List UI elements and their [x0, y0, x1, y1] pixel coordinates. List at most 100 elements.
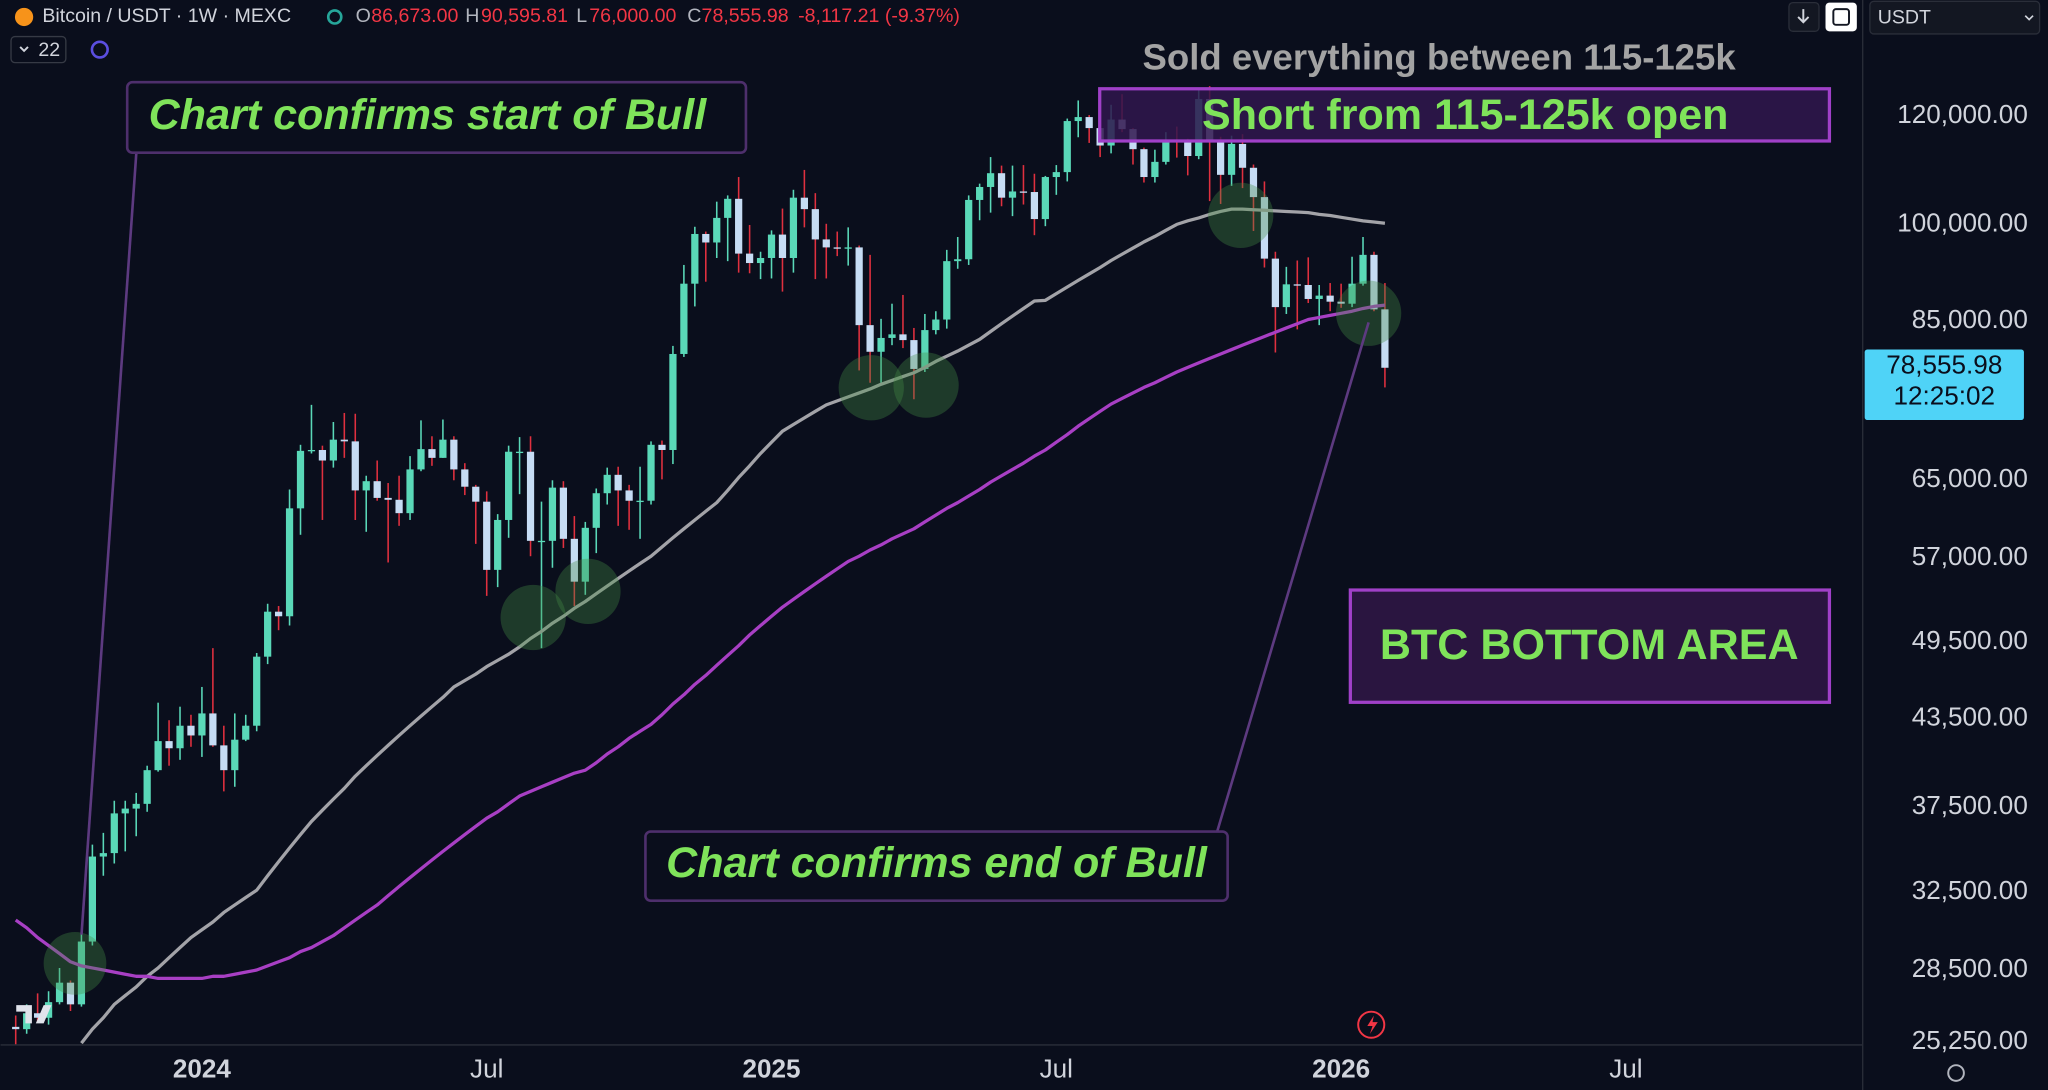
y-tick-label: 100,000.00 [1897, 207, 2028, 237]
candle-body [351, 441, 359, 491]
currency-dropdown[interactable] [1869, 0, 2041, 35]
candle-body [505, 451, 513, 520]
ohlc-letter: C [687, 5, 701, 27]
candle-body [877, 337, 885, 352]
callout-box [125, 80, 748, 155]
highlight-circle [1208, 182, 1274, 249]
status-dot [326, 9, 343, 25]
highlight-circle [1335, 280, 1402, 346]
layout-button[interactable] [1825, 2, 1857, 32]
candle-body [778, 234, 787, 258]
y-tick-label: 43,500.00 [1912, 702, 2028, 732]
candle-body [976, 186, 984, 200]
candle-body [274, 611, 283, 617]
candle-body [932, 319, 940, 331]
candle-body [822, 239, 830, 248]
candle-body [833, 247, 841, 249]
candle-body [296, 450, 305, 509]
moving-average-line [14, 303, 1386, 981]
candle-body [329, 439, 337, 461]
annotations: Chart confirms start of Bull Sold everyt… [43, 37, 1832, 995]
candle-body [537, 540, 546, 543]
candle-body [176, 725, 184, 749]
candle-body [1304, 284, 1312, 299]
y-tick-label: 25,250.00 [1912, 1025, 2028, 1055]
candle-body [121, 808, 129, 814]
axes: 120,000.00 100,000.00 85,000.00 65,000.00 57… [173, 99, 2028, 1083]
candle-body [855, 247, 863, 326]
candle-body [450, 439, 458, 470]
candle-body [888, 334, 896, 338]
candle-body [603, 474, 611, 494]
ohlc-value: 76,000.00 [589, 5, 676, 27]
candle-body [99, 853, 107, 857]
sync-icon[interactable] [90, 40, 109, 59]
highlight-circle [838, 355, 904, 421]
candle-body [691, 233, 699, 284]
callout-text: BTC BOTTOM AREA [1380, 621, 1799, 669]
candle-body [614, 474, 622, 491]
candle-body [1326, 295, 1334, 302]
x-tick-label: Jul [1040, 1053, 1073, 1083]
candle-body [12, 1026, 20, 1030]
last-price-tag [1864, 349, 2024, 420]
candle-body [132, 803, 140, 809]
candle-body [264, 611, 272, 657]
y-tick-label: 65,000.00 [1912, 463, 2028, 493]
layout-icon [1832, 8, 1850, 26]
candle-body [866, 325, 874, 352]
candle-body [1217, 140, 1225, 175]
candle-body [735, 198, 743, 254]
candle-body [428, 449, 436, 458]
candle-body [910, 340, 918, 369]
candle-body [647, 444, 655, 501]
x-tick-label: 2025 [742, 1053, 800, 1083]
candle-body [767, 234, 776, 258]
candle-body [800, 197, 808, 210]
candle-body [844, 247, 852, 249]
candle-body [526, 451, 535, 541]
candle-body [756, 257, 765, 264]
indicator-toggle[interactable]: 22 [10, 35, 67, 64]
indicator-button[interactable] [10, 35, 67, 64]
alert-icon[interactable] [1357, 1010, 1386, 1039]
candle-body [548, 487, 557, 541]
y-tick-label: 85,000.00 [1912, 304, 2028, 334]
last-price-label: 78,555.98 [1886, 349, 2002, 379]
candle-body [559, 487, 568, 539]
candle-body [154, 741, 162, 771]
y-tick-label: 120,000.00 [1897, 99, 2028, 129]
candle-body [285, 508, 294, 617]
note-text: Sold everything between 115-125k [1143, 37, 1737, 78]
candle-body [1140, 149, 1148, 178]
coin-icon [14, 7, 34, 27]
candle-body [143, 770, 151, 804]
ohlc-letter: H [465, 5, 479, 27]
candle-body [680, 283, 688, 354]
candle-body [209, 713, 217, 746]
candle-body [965, 199, 973, 260]
callout-text: Chart confirms start of Bull [149, 91, 708, 139]
candle-body [1315, 295, 1323, 299]
candle-body [997, 173, 1006, 198]
pointer-line [80, 152, 138, 935]
settings-icon[interactable] [1947, 1064, 1965, 1082]
candle-body [472, 486, 480, 502]
candle-body [318, 449, 327, 461]
candle-body [362, 481, 370, 491]
candle-body [1238, 143, 1247, 168]
candle-body [242, 725, 250, 740]
candle-body [1282, 284, 1290, 308]
candle-body [789, 197, 798, 258]
candle-body [1227, 143, 1236, 175]
ohlc-letter: L [576, 5, 587, 27]
candle-body [340, 439, 348, 442]
candle-body [395, 499, 403, 514]
candle-body [515, 451, 524, 454]
candle-body [1370, 254, 1378, 310]
candle-body [943, 261, 951, 320]
candle-body [954, 259, 962, 262]
chevron [19, 46, 29, 53]
